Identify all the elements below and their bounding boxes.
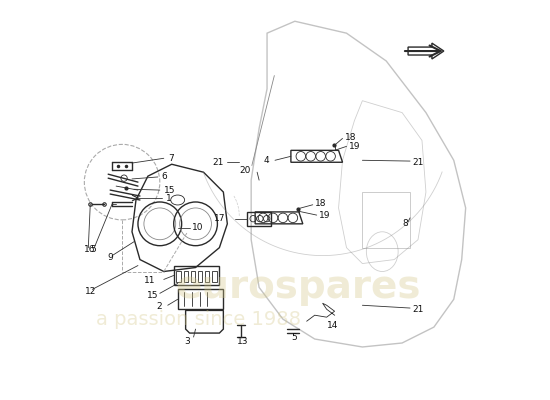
Bar [205, 271, 210, 282]
Bar [198, 271, 202, 282]
Bar [174, 266, 219, 286]
Text: 8: 8 [402, 219, 408, 228]
Text: 14: 14 [327, 321, 338, 330]
Bar [191, 271, 195, 282]
Text: 19: 19 [318, 211, 330, 220]
Text: 1: 1 [166, 194, 172, 202]
Text: 5: 5 [291, 332, 296, 342]
Text: 4: 4 [263, 156, 269, 165]
Bar [184, 271, 188, 282]
Text: 11: 11 [144, 276, 155, 285]
Text: a passion since 1988: a passion since 1988 [96, 310, 301, 329]
Text: 15: 15 [164, 186, 175, 194]
Text: 7: 7 [168, 154, 173, 163]
Text: 18: 18 [315, 200, 326, 208]
Text: 3: 3 [184, 336, 190, 346]
Text: 21: 21 [212, 158, 223, 167]
Bar [177, 271, 181, 282]
Text: 18: 18 [344, 133, 356, 142]
Text: 21: 21 [412, 158, 424, 167]
Text: 10: 10 [192, 223, 204, 232]
Text: 13: 13 [237, 336, 249, 346]
Bar [178, 289, 223, 309]
Text: 20: 20 [240, 166, 251, 175]
Text: 17: 17 [214, 214, 226, 223]
Text: 16: 16 [84, 245, 95, 254]
Text: 15: 15 [147, 291, 158, 300]
Text: 5: 5 [90, 245, 96, 254]
Text: 21: 21 [412, 305, 424, 314]
Text: eurospares: eurospares [175, 268, 421, 306]
Text: 9: 9 [107, 253, 113, 262]
Text: 19: 19 [349, 142, 360, 151]
Text: 6: 6 [162, 172, 168, 182]
Bar [212, 271, 217, 282]
Bar [362, 192, 410, 248]
Text: 2: 2 [156, 302, 162, 311]
Text: 12: 12 [85, 287, 96, 296]
